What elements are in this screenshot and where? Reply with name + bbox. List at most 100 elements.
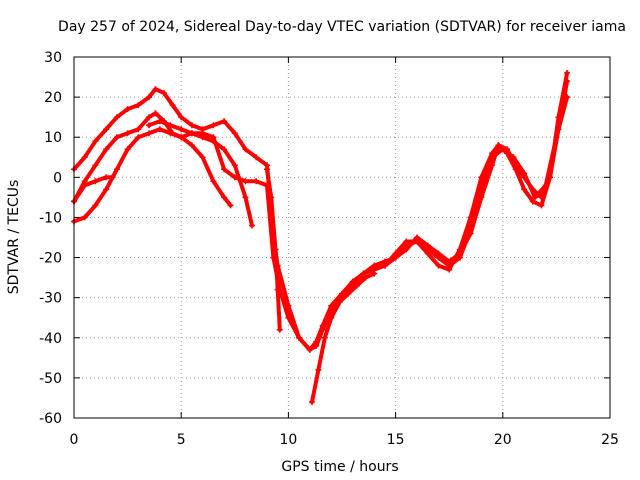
data-point	[414, 238, 420, 245]
data-point	[92, 202, 99, 209]
data-point	[199, 154, 206, 161]
data-point	[553, 134, 560, 141]
data-point	[188, 130, 195, 137]
data-point	[521, 170, 528, 177]
y-axis-label: SDTVAR / TECUs	[6, 180, 22, 295]
data-point	[167, 130, 174, 137]
data-point	[113, 166, 120, 173]
data-point	[349, 278, 356, 285]
data-point	[285, 314, 292, 321]
data-point	[221, 146, 228, 153]
y-tick-label: -20	[39, 251, 62, 267]
data-point	[296, 334, 303, 341]
data-point	[371, 270, 378, 277]
data-point	[124, 130, 131, 137]
data-point	[564, 78, 571, 85]
data-point	[478, 186, 485, 193]
data-point	[274, 286, 281, 293]
data-point	[135, 126, 142, 133]
data-point	[92, 138, 99, 145]
series-arc-3	[72, 127, 233, 224]
data-point	[227, 202, 234, 209]
data-point	[242, 178, 249, 185]
x-tick-label: 5	[177, 432, 186, 448]
y-tick-label: -10	[39, 210, 62, 226]
data-point	[156, 118, 163, 125]
data-point	[124, 146, 131, 153]
data-point	[231, 162, 238, 169]
data-series	[71, 70, 571, 405]
data-point	[169, 102, 176, 109]
data-point	[564, 94, 571, 101]
data-point	[178, 114, 185, 121]
series-arc-1	[72, 71, 570, 352]
series-arc-2	[72, 79, 570, 352]
data-point	[306, 346, 313, 353]
data-point	[354, 282, 360, 289]
data-point	[319, 322, 326, 329]
data-point	[272, 246, 279, 253]
data-point	[253, 154, 260, 161]
data-point	[489, 154, 496, 161]
data-point	[510, 154, 517, 161]
data-point	[249, 222, 255, 229]
data-point	[381, 262, 388, 269]
data-point	[495, 142, 502, 149]
data-point	[467, 226, 474, 233]
plot-frame	[73, 56, 611, 419]
y-tick-label: 0	[53, 170, 62, 186]
data-point	[103, 174, 110, 181]
data-point	[435, 262, 442, 269]
data-point	[199, 134, 206, 141]
x-tick-label: 10	[279, 432, 297, 448]
x-tick-label: 15	[387, 432, 405, 448]
chart-title: Day 257 of 2024, Sidereal Day-to-day VTE…	[58, 19, 626, 35]
data-point	[152, 86, 159, 93]
data-point	[328, 314, 335, 321]
data-point	[178, 134, 185, 141]
data-point	[103, 186, 110, 193]
data-point	[512, 166, 519, 173]
data-point	[221, 194, 228, 201]
data-point	[424, 246, 431, 253]
data-point	[210, 122, 217, 129]
grid	[74, 57, 610, 418]
y-tick-label: -40	[39, 331, 62, 347]
data-point	[321, 334, 328, 341]
data-point	[456, 254, 463, 261]
data-point	[231, 130, 238, 137]
data-point	[188, 122, 195, 129]
data-point	[167, 122, 174, 129]
y-tick-label: 10	[44, 130, 62, 146]
data-point	[103, 126, 110, 133]
y-tick-label: -50	[39, 371, 62, 387]
data-point	[309, 399, 315, 405]
data-point	[542, 182, 549, 189]
data-point	[392, 254, 399, 261]
data-point	[146, 130, 152, 137]
data-point	[103, 146, 110, 153]
data-point	[152, 110, 159, 117]
data-point	[564, 70, 571, 76]
data-point	[521, 186, 528, 193]
data-point	[146, 122, 152, 129]
data-point	[253, 178, 260, 185]
data-point	[529, 198, 536, 205]
data-point	[81, 182, 88, 189]
x-axis-label: GPS time / hours	[281, 459, 398, 475]
data-point	[178, 126, 185, 133]
data-point	[81, 214, 88, 221]
data-point	[362, 274, 369, 281]
data-point	[92, 162, 99, 169]
y-tick-label: 30	[44, 50, 62, 66]
x-tick-label: 0	[70, 432, 79, 448]
data-point	[268, 194, 275, 201]
data-point	[113, 114, 120, 121]
data-point	[313, 338, 320, 345]
x-tick-label: 20	[494, 432, 512, 448]
data-point	[538, 202, 545, 209]
data-point	[336, 298, 343, 305]
data-point	[146, 94, 152, 101]
data-point	[345, 290, 352, 297]
data-point	[210, 178, 217, 185]
